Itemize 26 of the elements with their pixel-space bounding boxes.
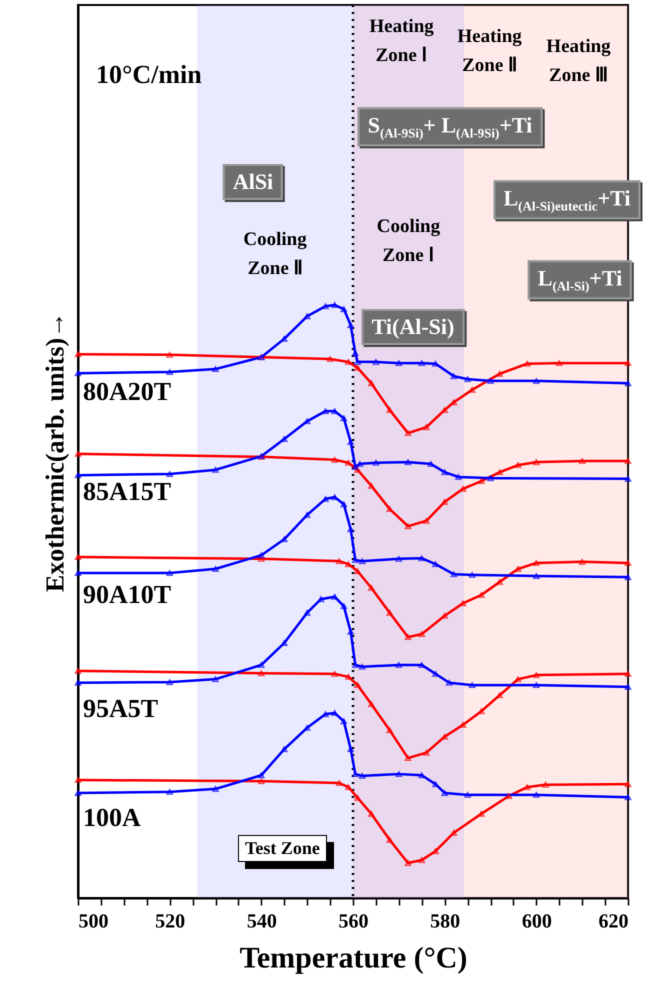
text: AlSi [222,164,284,200]
x-axis-title: Temperature (°C) [240,942,468,974]
x-tick-label: 520 [155,910,186,932]
annotation: Ti(Al-Si) [362,309,464,345]
band-label: Heating Zone Ⅱ [456,25,523,78]
band-label: Heating Zone Ⅲ [545,35,612,88]
band-label: Cooling Zone Ⅰ [376,215,442,268]
text: L$_{(Al-Si)}$+Ti [528,260,632,300]
annotation: Test Zone [238,835,327,862]
series-label: 95A5T [83,694,158,723]
x-tick-label: 500 [78,910,108,932]
series-label: 80A20T [83,377,172,406]
band-label: Cooling Zone Ⅱ [242,228,308,282]
text: 10°C/min [96,60,202,90]
series-label: 85A15T [83,476,172,506]
x-tick-label: 580 [430,910,460,932]
x-tick-label: 600 [522,910,552,932]
band-label: Heating Zone Ⅰ [368,15,435,68]
text: L$_{(Al-Si)eutectic}$+Ti [493,180,641,220]
series-label: 100A [83,802,141,832]
y-axis-title: Exothermic(arb. units)→ [40,312,70,592]
text: S$_{(Al-9Si)}$+ L$_{(Al-9Si)}$+Ti [358,107,542,147]
series-label: 90A10T [83,580,172,610]
x-tick-label: 540 [246,910,277,932]
x-tick-label: 560 [338,910,368,932]
x-tick-label: 620 [598,910,628,932]
